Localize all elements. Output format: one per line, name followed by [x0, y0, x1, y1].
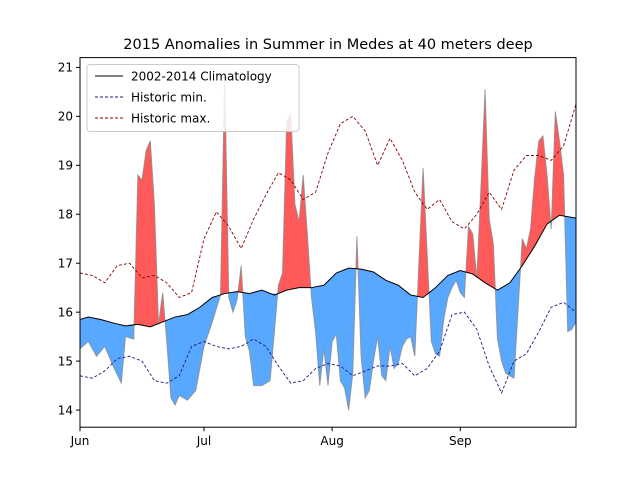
y-tick-label-20: 20 — [58, 110, 73, 124]
cold-anomaly-fill-13 — [358, 268, 418, 398]
y-tick-label-18: 18 — [58, 208, 73, 222]
y-tick-label-15: 15 — [58, 354, 73, 368]
warm-anomaly-fill-16 — [465, 226, 477, 277]
warm-anomaly-fill-14 — [417, 167, 430, 298]
plot-frame — [79, 57, 577, 428]
y-axis: 14 15 16 17 18 19 20 21 — [58, 61, 80, 417]
cold-anomaly-fill-1 — [80, 317, 135, 384]
y-tick-label-21: 21 — [58, 61, 73, 75]
cold-anomaly-fill-9 — [242, 290, 278, 386]
y-tick-label-14: 14 — [58, 403, 73, 417]
warm-anomaly-fill-2 — [134, 140, 159, 327]
observed-temperature-line — [80, 72, 576, 411]
legend-box — [86, 64, 300, 132]
warm-anomaly-fill-6 — [220, 72, 229, 295]
cold-anomaly-fill-7 — [228, 291, 239, 313]
x-tick-label-jun: Jun — [70, 434, 90, 448]
historic-max-line — [80, 103, 576, 299]
warm-anomaly-fill-18 — [476, 89, 496, 289]
y-tick-label-16: 16 — [58, 305, 73, 319]
climatology-line — [80, 214, 576, 328]
cold-anomaly-fill-19 — [495, 268, 521, 379]
series-lines — [80, 72, 576, 411]
warm-anomaly-fill-20 — [520, 135, 551, 269]
legend: 2002-2014 Climatology Historic min. Hist… — [86, 64, 300, 132]
cold-anomaly-fill-15 — [429, 270, 466, 357]
y-tick-label-17: 17 — [58, 257, 73, 271]
x-tick-label-sep: Sep — [449, 434, 472, 448]
x-axis: Jun Jul Aug Sep — [70, 427, 472, 448]
chart-title: 2015 Anomalies in Summer in Medes at 40 … — [123, 37, 532, 53]
x-tick-label-jul: Jul — [196, 434, 211, 448]
legend-label-historic-max: Historic max. — [131, 112, 210, 126]
cold-anomaly-fill-23 — [564, 216, 576, 332]
x-tick-label-aug: Aug — [320, 434, 343, 448]
warm-anomaly-fill-4 — [158, 292, 166, 324]
legend-label-climatology: 2002-2014 Climatology — [131, 70, 272, 84]
legend-label-historic-min: Historic min. — [131, 91, 207, 105]
cold-anomaly-fill-5 — [165, 294, 221, 406]
y-tick-label-19: 19 — [58, 159, 73, 173]
historic-min-line — [80, 301, 576, 395]
